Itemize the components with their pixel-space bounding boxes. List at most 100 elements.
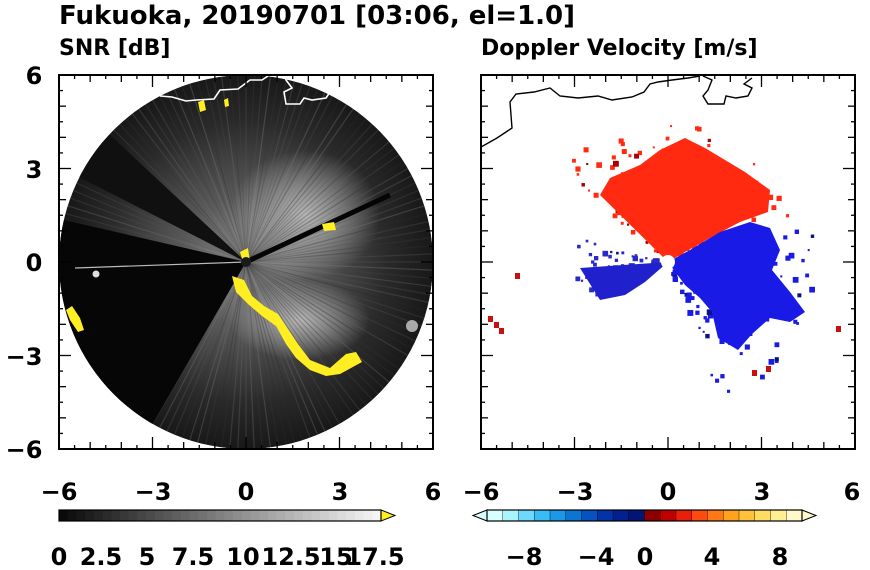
doppler-colorbar-bin xyxy=(565,509,583,522)
snr-ray xyxy=(245,220,429,263)
doppler-cell xyxy=(586,163,589,166)
snr-ray xyxy=(245,77,280,263)
snr-ray xyxy=(245,261,429,304)
doppler-cell xyxy=(594,256,599,261)
doppler-cell xyxy=(612,213,618,219)
doppler-cell xyxy=(707,313,714,319)
doppler-cell xyxy=(836,326,841,332)
snr-colorbar-bin xyxy=(102,510,112,521)
snr-ytick-label: 3 xyxy=(26,156,43,184)
doppler-cell xyxy=(767,194,774,201)
snr-ray xyxy=(245,261,379,395)
doppler-cell xyxy=(707,138,711,143)
snr-bright-ray xyxy=(74,261,247,269)
snr-colorbar-label: 15 xyxy=(319,543,352,570)
snr-ray xyxy=(245,261,431,296)
doppler-cell xyxy=(707,143,711,148)
snr-colorbar-bin xyxy=(128,510,138,521)
doppler-cell xyxy=(686,292,692,298)
snr-colorbar-label: 12.5 xyxy=(261,543,320,570)
snr-ray xyxy=(159,261,247,429)
snr-ray xyxy=(67,205,247,263)
doppler-cell xyxy=(585,239,589,243)
doppler-colorbar-bin xyxy=(691,509,709,522)
snr-ray xyxy=(245,81,295,263)
snr-ray xyxy=(245,86,311,263)
doppler-cell xyxy=(580,279,584,282)
doppler-colorbar-bin xyxy=(754,509,772,522)
snr-ray xyxy=(245,261,326,432)
doppler-cell xyxy=(752,163,756,166)
snr-colorbar-bin xyxy=(250,510,260,521)
snr-ray xyxy=(245,167,409,263)
snr-clutter-patch xyxy=(224,98,229,107)
doppler-cell xyxy=(672,269,679,276)
doppler-xtick-label: 0 xyxy=(660,478,677,506)
doppler-colorbar-bin xyxy=(518,509,535,522)
snr-ray xyxy=(245,245,433,263)
doppler-cell xyxy=(766,366,771,372)
snr-ray xyxy=(245,261,295,443)
snr-ray xyxy=(181,86,247,263)
snr-colorbar-bin xyxy=(285,510,295,521)
snr-ray xyxy=(76,182,247,263)
doppler-cell xyxy=(793,319,798,324)
doppler-cell xyxy=(652,146,655,149)
snr-xtick-label: 6 xyxy=(425,478,442,506)
snr-clutter-patch xyxy=(66,306,84,332)
snr-colorbar-bin xyxy=(276,510,286,521)
snr-ray xyxy=(237,75,247,263)
doppler-cell xyxy=(695,126,700,131)
doppler-cell xyxy=(807,249,810,252)
snr-colorbar-bin xyxy=(363,510,373,521)
snr-ytick-label: 6 xyxy=(26,62,43,90)
doppler-cell xyxy=(494,322,499,328)
snr-ray xyxy=(245,261,288,445)
doppler-cell xyxy=(768,359,775,365)
snr-blockage-sector xyxy=(59,220,247,424)
doppler-cell xyxy=(727,389,731,393)
snr-colorbar xyxy=(58,509,397,522)
doppler-cell xyxy=(630,229,636,235)
snr-ray xyxy=(159,95,247,263)
snr-colorbar-bin xyxy=(346,510,356,521)
snr-ray xyxy=(138,108,247,263)
doppler-cell xyxy=(602,250,609,257)
doppler-cell xyxy=(651,259,656,264)
snr-colorbar-label: 10 xyxy=(226,543,259,570)
snr-ray xyxy=(245,261,425,319)
doppler-cell xyxy=(670,125,673,128)
snr-panel-title: SNR [dB] xyxy=(59,36,170,61)
snr-ray xyxy=(245,261,354,416)
doppler-panel: Doppler Velocity [m/s] −6 −3 0 3 6 −8 −4… xyxy=(463,36,861,570)
doppler-cell xyxy=(621,251,625,255)
snr-colorbar-bin xyxy=(85,510,95,521)
doppler-cell xyxy=(719,338,725,345)
snr-ray xyxy=(197,81,247,263)
doppler-cell xyxy=(696,304,700,309)
doppler-cell xyxy=(575,276,581,282)
doppler-cell xyxy=(766,318,770,322)
doppler-cell xyxy=(720,374,725,379)
doppler-cell xyxy=(665,136,670,141)
snr-ray xyxy=(245,261,303,441)
snr-ray xyxy=(220,76,247,263)
snr-ray xyxy=(173,89,247,263)
snr-dark-ray xyxy=(244,192,392,265)
snr-ray xyxy=(245,261,432,288)
doppler-panel-title: Doppler Velocity [m/s] xyxy=(481,36,758,61)
doppler-colorbar-label: 4 xyxy=(704,543,721,570)
snr-ray xyxy=(245,261,361,411)
doppler-cell xyxy=(634,153,640,159)
doppler-colorbar-label: 0 xyxy=(637,543,654,570)
doppler-colorbar-bin xyxy=(486,509,504,522)
snr-ray xyxy=(245,261,413,349)
snr-colorbar-bin xyxy=(93,510,104,521)
doppler-cell xyxy=(653,249,657,253)
doppler-cell xyxy=(796,322,800,325)
snr-colorbar-bin xyxy=(198,510,208,521)
snr-ray xyxy=(245,118,367,263)
snr-ray xyxy=(245,75,263,263)
snr-ray xyxy=(245,261,395,377)
snr-colorbar-bin xyxy=(146,510,156,521)
